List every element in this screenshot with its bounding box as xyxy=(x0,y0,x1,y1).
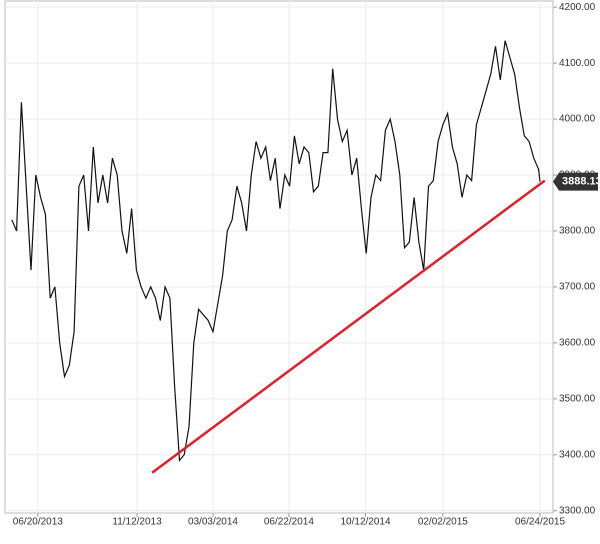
x-tick-label: 02/02/2015 xyxy=(418,517,468,528)
last-value-tag xyxy=(553,172,598,191)
price-line xyxy=(11,40,541,462)
y-tick-label: 4000.00 xyxy=(559,114,596,125)
x-tick-label: 11/12/2013 xyxy=(112,517,162,528)
y-tick-label: 3500.00 xyxy=(559,393,596,404)
x-tick-label: 06/22/2014 xyxy=(264,517,314,528)
x-tick-label: 06/24/2015 xyxy=(515,517,565,528)
y-tick-label: 3300.00 xyxy=(559,505,596,516)
x-tick-label: 06/20/2013 xyxy=(13,517,63,528)
y-tick-label: 3700.00 xyxy=(559,282,596,293)
y-tick-label: 3400.00 xyxy=(559,449,596,460)
x-tick-label: 03/03/2014 xyxy=(188,517,238,528)
x-tick-label: 10/12/2014 xyxy=(341,517,391,528)
last-value-label: 3888.13 xyxy=(562,176,600,188)
y-tick-label: 4100.00 xyxy=(559,58,596,69)
plot-frame xyxy=(4,0,554,514)
y-tick-label: 3800.00 xyxy=(559,226,596,237)
y-tick-label: 4200.00 xyxy=(559,2,596,13)
trendline xyxy=(151,179,546,474)
y-tick-label: 3600.00 xyxy=(559,338,596,349)
